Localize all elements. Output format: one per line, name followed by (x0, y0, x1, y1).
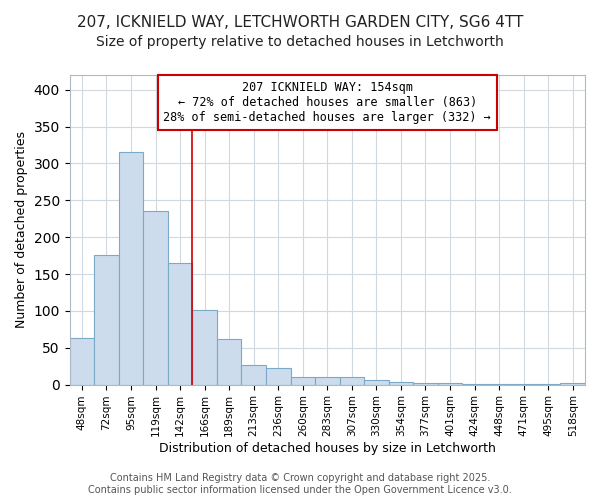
Text: 207, ICKNIELD WAY, LETCHWORTH GARDEN CITY, SG6 4TT: 207, ICKNIELD WAY, LETCHWORTH GARDEN CIT… (77, 15, 523, 30)
Y-axis label: Number of detached properties: Number of detached properties (15, 132, 28, 328)
Bar (193, 310, 217, 384)
Bar (340, 377, 364, 384)
Text: Contains HM Land Registry data © Crown copyright and database right 2025.
Contai: Contains HM Land Registry data © Crown c… (88, 474, 512, 495)
Bar (413, 383, 438, 384)
Bar (389, 382, 413, 384)
Bar (143, 212, 168, 384)
Bar (70, 338, 94, 384)
Bar (364, 380, 389, 384)
Bar (217, 339, 241, 384)
Text: 207 ICKNIELD WAY: 154sqm
← 72% of detached houses are smaller (863)
28% of semi-: 207 ICKNIELD WAY: 154sqm ← 72% of detach… (163, 81, 491, 124)
Bar (266, 368, 290, 384)
X-axis label: Distribution of detached houses by size in Letchworth: Distribution of detached houses by size … (159, 442, 496, 455)
Bar (560, 383, 585, 384)
Bar (94, 255, 119, 384)
Bar (315, 377, 340, 384)
Bar (438, 383, 462, 384)
Bar (290, 377, 315, 384)
Text: Size of property relative to detached houses in Letchworth: Size of property relative to detached ho… (96, 35, 504, 49)
Bar (168, 263, 193, 384)
Bar (119, 152, 143, 384)
Bar (241, 366, 266, 384)
